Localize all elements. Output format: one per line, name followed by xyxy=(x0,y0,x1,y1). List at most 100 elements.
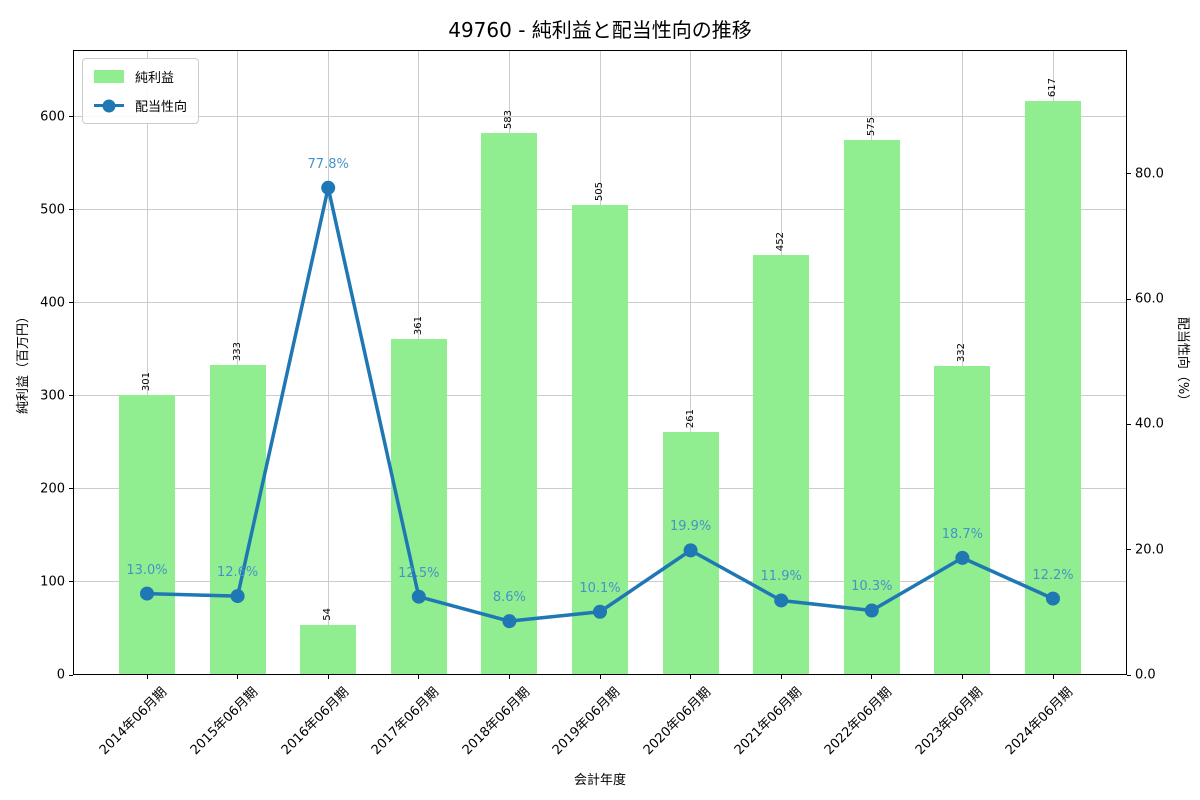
chart-title: 49760 - 純利益と配当性向の推移 xyxy=(448,18,752,42)
payout-line xyxy=(146,186,1054,623)
bar-value-label: 261 xyxy=(684,409,696,429)
grid-line-vertical xyxy=(237,50,239,675)
x-tick-mark xyxy=(418,675,420,679)
x-tick-label: 2016年06月期 xyxy=(278,684,352,759)
y-tick-label-left: 0 xyxy=(56,667,65,683)
payout-value-label: 12.5% xyxy=(398,565,440,581)
payout-value-label: 12.6% xyxy=(216,565,259,581)
bar-value-label: 333 xyxy=(231,342,243,362)
y-tick-label-right: 20.0 xyxy=(1135,542,1164,558)
y-tick-mark-right xyxy=(1127,173,1131,175)
legend-label: 配当性向 xyxy=(135,100,188,115)
payout-marker xyxy=(411,589,426,604)
y-tick-mark-left xyxy=(69,488,73,490)
x-tick-label: 2014年06月期 xyxy=(97,684,171,759)
x-axis-title: 会計年度 xyxy=(573,773,626,788)
y-tick-label-left: 500 xyxy=(40,202,65,218)
x-tick-mark xyxy=(871,675,873,679)
y-axis-title-left-text: 純利益（百万円） xyxy=(16,310,31,415)
y-tick-label-left: 200 xyxy=(40,481,65,497)
legend-item-payout-ratio: 配当性向 xyxy=(94,96,187,115)
y-tick-mark-right xyxy=(1127,423,1131,425)
bar xyxy=(119,395,175,675)
bar xyxy=(572,205,628,675)
payout-value-label: 19.9% xyxy=(669,519,712,535)
y-tick-mark-left xyxy=(69,581,73,583)
bar-value-label: 583 xyxy=(503,109,515,129)
bar xyxy=(481,132,538,675)
y-tick-mark-left xyxy=(69,116,73,118)
x-tick-label: 2018年06月期 xyxy=(459,684,533,759)
payout-marker xyxy=(230,589,245,604)
payout-marker xyxy=(593,604,607,619)
bar-value-label: 452 xyxy=(775,231,787,251)
bar-value-label: 617 xyxy=(1047,78,1058,98)
grid-line-vertical xyxy=(961,50,963,675)
legend-item-net-income: 純利益 xyxy=(94,67,187,86)
y-tick-label-right: 80.0 xyxy=(1135,166,1164,182)
x-tick-label: 2017年06月期 xyxy=(368,684,443,759)
payout-value-label: 13.0% xyxy=(126,562,168,578)
y-tick-label-left: 400 xyxy=(40,295,65,311)
payout-value-label: 11.9% xyxy=(760,569,802,585)
x-tick-label: 2022年06月期 xyxy=(821,684,896,759)
x-tick-mark xyxy=(146,675,148,679)
grid-line-vertical xyxy=(327,50,329,675)
payout-value-label: 10.3% xyxy=(851,579,893,595)
legend-label: 純利益 xyxy=(135,71,175,86)
legend-swatch-marker-icon xyxy=(102,99,116,112)
bar-value-label: 332 xyxy=(956,343,968,363)
payout-marker xyxy=(140,586,154,601)
x-tick-label: 2015年06月期 xyxy=(187,684,262,759)
bar xyxy=(1025,101,1081,675)
x-tick-mark xyxy=(327,675,329,679)
y-tick-label-left: 300 xyxy=(40,388,65,404)
y-tick-label-right: 60.0 xyxy=(1135,291,1164,307)
x-tick-mark xyxy=(237,675,239,679)
bar xyxy=(209,365,266,675)
y-axis-title-right-text: 配当性向（%） xyxy=(1175,316,1190,408)
grid-line-vertical xyxy=(146,50,148,675)
payout-value-label: 18.7% xyxy=(941,526,984,542)
x-tick-mark xyxy=(780,675,782,679)
x-tick-label: 2023年06月期 xyxy=(912,684,986,759)
y-tick-mark-left xyxy=(69,302,73,304)
payout-marker xyxy=(864,603,879,618)
bar-value-label: 54 xyxy=(322,608,334,621)
x-tick-label: 2019年06月期 xyxy=(550,684,624,759)
bar xyxy=(300,624,357,675)
y-tick-mark-right xyxy=(1127,549,1131,551)
bar xyxy=(934,366,991,675)
bar-value-label: 361 xyxy=(412,316,424,336)
y-tick-mark-left xyxy=(69,395,73,397)
legend: 純利益 配当性向 xyxy=(82,58,200,124)
y-tick-label-right: 40.0 xyxy=(1135,416,1164,432)
x-tick-mark xyxy=(961,675,963,679)
y-tick-label-left: 100 xyxy=(40,574,65,590)
grid-line-horizontal xyxy=(73,116,1127,118)
payout-marker xyxy=(955,550,970,565)
payout-marker xyxy=(774,593,789,608)
x-tick-mark xyxy=(690,675,692,679)
x-tick-label: 2020年06月期 xyxy=(640,684,715,759)
x-tick-mark xyxy=(1052,675,1054,679)
bar xyxy=(843,140,900,675)
y-tick-label-right: 0.0 xyxy=(1135,667,1156,683)
x-tick-mark xyxy=(599,675,601,679)
bar-value-label: 505 xyxy=(594,182,605,202)
legend-swatch-line xyxy=(94,99,124,112)
y-tick-label-left: 600 xyxy=(40,109,65,125)
y-tick-mark-left xyxy=(69,209,73,211)
payout-value-label: 8.6% xyxy=(492,590,526,606)
payout-line-chart xyxy=(140,180,1060,629)
bar-value-label: 301 xyxy=(141,371,152,392)
payout-value-label: 12.2% xyxy=(1032,567,1074,583)
grid-line-vertical xyxy=(690,50,692,675)
y-tick-mark-right xyxy=(1127,674,1131,676)
x-tick-label: 2024年06月期 xyxy=(1003,684,1077,759)
y-tick-mark-left xyxy=(69,674,73,676)
payout-marker xyxy=(683,543,698,558)
legend-swatch-bar xyxy=(94,70,124,83)
x-tick-label: 2021年06月期 xyxy=(731,684,805,759)
